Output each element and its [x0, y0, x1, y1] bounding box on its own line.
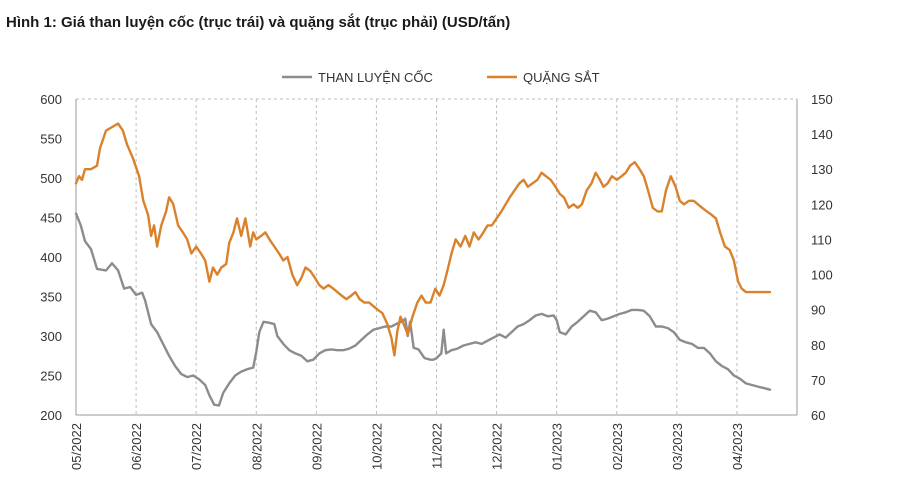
left-y-tick-label: 500 — [40, 171, 62, 186]
x-tick-label: 11/2022 — [430, 423, 445, 469]
right-y-tick-label: 70 — [811, 373, 825, 388]
x-tick-label: 10/2022 — [369, 423, 384, 470]
ore-series-line — [74, 122, 772, 357]
x-tick-label: 02/2023 — [610, 423, 625, 470]
left-y-tick-label: 400 — [40, 250, 62, 265]
x-tick-label: 05/2022 — [69, 423, 84, 470]
x-tick-label: 07/2022 — [189, 423, 204, 470]
left-y-tick-label: 450 — [40, 211, 62, 226]
right-y-tick-label: 90 — [811, 303, 825, 318]
right-y-tick-label: 140 — [811, 127, 833, 142]
left-y-tick-label: 250 — [40, 369, 62, 384]
left-y-tick-label: 350 — [40, 290, 62, 305]
x-tick-label: 03/2023 — [670, 423, 685, 470]
x-tick-label: 06/2022 — [129, 423, 144, 470]
x-tick-label: 08/2022 — [249, 423, 264, 470]
x-axis-ticks: 05/2022 06/2022 07/2022 08/2022 09/2022 10/20… — [69, 423, 745, 470]
series-lines — [74, 122, 772, 407]
right-y-tick-label: 120 — [811, 197, 833, 212]
left-y-tick-label: 600 — [40, 92, 62, 107]
left-y-tick-label: 550 — [40, 132, 62, 147]
right-y-tick-label: 150 — [811, 92, 833, 107]
legend: THAN LUYỆN CỐC QUẶNG SẮT — [282, 70, 600, 85]
chart-title: Hình 1: Giá than luyện cốc (trục trái) v… — [6, 14, 511, 31]
gridlines — [76, 98, 797, 415]
right-y-tick-label: 110 — [811, 232, 832, 247]
x-tick-label: 09/2022 — [309, 423, 324, 470]
legend-coal-label: THAN LUYỆN CỐC — [318, 70, 433, 85]
left-y-axis-ticks: 200 250 300 350 400 450 500 550 600 — [40, 92, 62, 423]
right-y-tick-label: 100 — [811, 268, 833, 283]
x-tick-label: 12/2022 — [490, 423, 505, 470]
right-y-tick-label: 60 — [811, 408, 825, 423]
right-y-axis-ticks: 60 70 80 90 100 110 120 130 140 150 — [811, 92, 833, 423]
right-y-tick-label: 80 — [811, 338, 825, 353]
legend-ore-label: QUẶNG SẮT — [523, 70, 600, 85]
left-y-tick-label: 300 — [40, 329, 62, 344]
right-y-tick-label: 130 — [811, 162, 833, 177]
left-y-tick-label: 200 — [40, 408, 62, 423]
coal-series-line — [74, 212, 772, 407]
x-tick-label: 01/2023 — [550, 423, 565, 470]
x-tick-label: 04/2023 — [730, 423, 745, 470]
